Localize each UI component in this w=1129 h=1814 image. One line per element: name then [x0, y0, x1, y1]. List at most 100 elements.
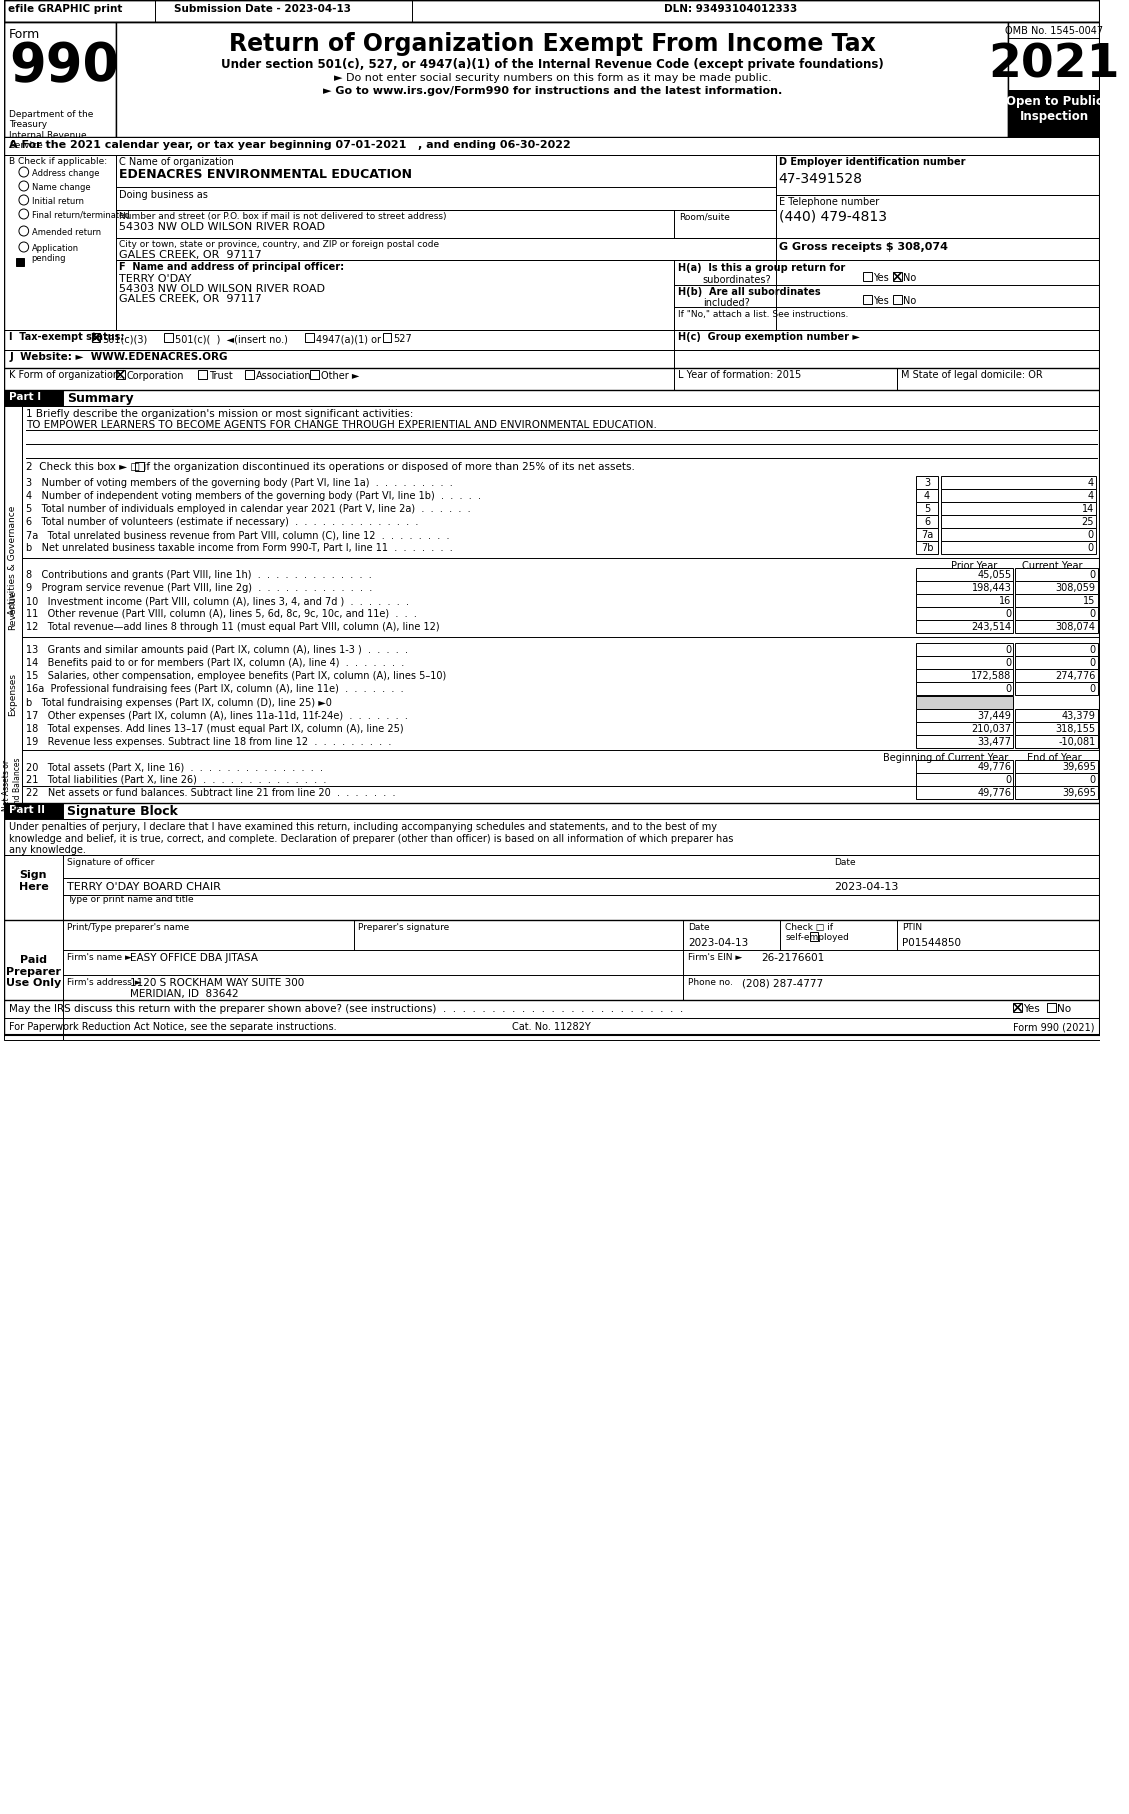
Text: included?: included?: [703, 297, 750, 308]
Text: Room/suite: Room/suite: [679, 212, 729, 221]
Text: 12   Total revenue—add lines 8 through 11 (must equal Part VIII, column (A), lin: 12 Total revenue—add lines 8 through 11 …: [26, 622, 439, 631]
Bar: [917, 773, 1014, 785]
Text: Address change: Address change: [32, 169, 99, 178]
Text: 11   Other revenue (Part VIII, column (A), lines 5, 6d, 8c, 9c, 10c, and 11e)  .: 11 Other revenue (Part VIII, column (A),…: [26, 610, 417, 619]
Bar: [1015, 773, 1097, 785]
Bar: [1015, 593, 1097, 608]
Bar: [5, 154, 116, 330]
Text: -10,081: -10,081: [1059, 736, 1096, 747]
Text: City or town, state or province, country, and ZIP or foreign postal code: City or town, state or province, country…: [119, 239, 439, 249]
Text: 49,776: 49,776: [978, 762, 1012, 773]
Bar: [917, 490, 938, 502]
Bar: [5, 22, 116, 138]
Text: 198,443: 198,443: [972, 582, 1012, 593]
Bar: [1015, 620, 1097, 633]
Text: 37,449: 37,449: [978, 711, 1012, 720]
Text: 527: 527: [393, 334, 412, 345]
Bar: [62, 390, 1100, 406]
Text: 0: 0: [1089, 658, 1096, 668]
Bar: [1048, 1003, 1056, 1012]
Bar: [1015, 785, 1097, 798]
Bar: [165, 334, 173, 343]
Text: 0: 0: [1005, 646, 1012, 655]
Text: 7b: 7b: [921, 542, 934, 553]
Text: 21   Total liabilities (Part X, line 26)  .  .  .  .  .  .  .  .  .  .  .  .  . : 21 Total liabilities (Part X, line 26) .…: [26, 775, 326, 785]
Bar: [116, 210, 674, 238]
Text: H(c)  Group exemption number ►: H(c) Group exemption number ►: [677, 332, 859, 343]
Circle shape: [19, 167, 28, 178]
Bar: [1015, 608, 1097, 620]
Bar: [16, 258, 24, 267]
Text: 210,037: 210,037: [971, 724, 1012, 735]
Text: Under section 501(c), 527, or 4947(a)(1) of the Internal Revenue Code (except pr: Under section 501(c), 527, or 4947(a)(1)…: [221, 58, 884, 71]
Text: 0: 0: [1005, 610, 1012, 619]
Text: EASY OFFICE DBA JITASA: EASY OFFICE DBA JITASA: [131, 952, 259, 963]
Text: 26-2176601: 26-2176601: [761, 952, 824, 963]
Text: 0: 0: [1087, 530, 1094, 541]
Text: b   Net unrelated business taxable income from Form 990-T, Part I, line 11  .  .: b Net unrelated business taxable income …: [26, 542, 453, 553]
Text: Date: Date: [834, 858, 856, 867]
Bar: [1015, 669, 1097, 682]
Text: 2021: 2021: [988, 42, 1120, 87]
Text: 0: 0: [1089, 775, 1096, 785]
Bar: [5, 390, 62, 406]
Text: 9   Program service revenue (Part VIII, line 2g)  .  .  .  .  .  .  .  .  .  .  : 9 Program service revenue (Part VIII, li…: [26, 582, 371, 593]
Bar: [776, 238, 1100, 259]
Text: 6   Total number of volunteers (estimate if necessary)  .  .  .  .  .  .  .  .  : 6 Total number of volunteers (estimate i…: [26, 517, 418, 528]
Text: Department of the
Treasury
Internal Revenue
Service: Department of the Treasury Internal Reve…: [9, 111, 94, 151]
Bar: [305, 334, 314, 343]
Text: 16: 16: [999, 597, 1012, 606]
Text: 308,074: 308,074: [1056, 622, 1096, 631]
Text: Doing business as: Doing business as: [119, 190, 208, 200]
Text: 54303 NW OLD WILSON RIVER ROAD: 54303 NW OLD WILSON RIVER ROAD: [119, 221, 325, 232]
Text: Net Assets or
Fund Balances: Net Assets or Fund Balances: [2, 756, 21, 813]
Text: P01544850: P01544850: [902, 938, 961, 949]
Text: Signature of officer: Signature of officer: [68, 858, 155, 867]
Text: OMB No. 1545-0047: OMB No. 1545-0047: [1005, 25, 1103, 36]
Bar: [917, 528, 938, 541]
Bar: [199, 370, 207, 379]
Bar: [917, 722, 1014, 735]
Text: EDENACRES ENVIRONMENTAL EDUCATION: EDENACRES ENVIRONMENTAL EDUCATION: [119, 169, 412, 181]
Bar: [5, 920, 62, 1039]
Text: 54303 NW OLD WILSON RIVER ROAD: 54303 NW OLD WILSON RIVER ROAD: [119, 285, 325, 294]
Text: 18   Total expenses. Add lines 13–17 (must equal Part IX, column (A), line 25): 18 Total expenses. Add lines 13–17 (must…: [26, 724, 403, 735]
Text: efile GRAPHIC print: efile GRAPHIC print: [8, 4, 123, 15]
Text: K Form of organization:: K Form of organization:: [9, 370, 123, 379]
Text: Amended return: Amended return: [32, 229, 100, 238]
Text: E Telephone number: E Telephone number: [779, 198, 878, 207]
Bar: [1015, 722, 1097, 735]
Bar: [1015, 709, 1097, 722]
Text: 39,695: 39,695: [1062, 787, 1096, 798]
Bar: [893, 296, 902, 305]
Bar: [917, 669, 1014, 682]
Text: Yes: Yes: [1023, 1003, 1040, 1014]
Text: No: No: [1057, 1003, 1071, 1014]
Text: 0: 0: [1005, 658, 1012, 668]
Text: 15: 15: [1084, 597, 1096, 606]
Bar: [940, 515, 1096, 528]
Bar: [21, 406, 1100, 785]
Text: Signature Block: Signature Block: [68, 805, 178, 818]
Text: Association: Association: [255, 372, 312, 381]
Text: 1 Briefly describe the organization's mission or most significant activities:: 1 Briefly describe the organization's mi…: [26, 408, 413, 419]
Text: B Check if applicable:: B Check if applicable:: [9, 158, 107, 167]
Bar: [940, 541, 1096, 553]
Bar: [383, 334, 392, 343]
Text: PTIN: PTIN: [902, 923, 922, 932]
Text: Form: Form: [9, 27, 41, 42]
Bar: [310, 370, 318, 379]
Text: 172,588: 172,588: [971, 671, 1012, 680]
Text: 13   Grants and similar amounts paid (Part IX, column (A), lines 1-3 )  .  .  . : 13 Grants and similar amounts paid (Part…: [26, 646, 408, 655]
Text: 49,776: 49,776: [978, 787, 1012, 798]
Text: 0: 0: [1089, 646, 1096, 655]
Text: 16a  Professional fundraising fees (Part IX, column (A), line 11e)  .  .  .  .  : 16a Professional fundraising fees (Part …: [26, 684, 403, 695]
Bar: [917, 620, 1014, 633]
Bar: [62, 804, 1100, 818]
Bar: [917, 709, 1014, 722]
Text: (208) 287-4777: (208) 287-4777: [742, 978, 823, 989]
Text: J  Website: ►  WWW.EDENACRES.ORG: J Website: ► WWW.EDENACRES.ORG: [9, 352, 228, 363]
Bar: [62, 854, 1100, 920]
Text: 4: 4: [1087, 492, 1094, 501]
Text: Firm's address ►: Firm's address ►: [68, 978, 142, 987]
